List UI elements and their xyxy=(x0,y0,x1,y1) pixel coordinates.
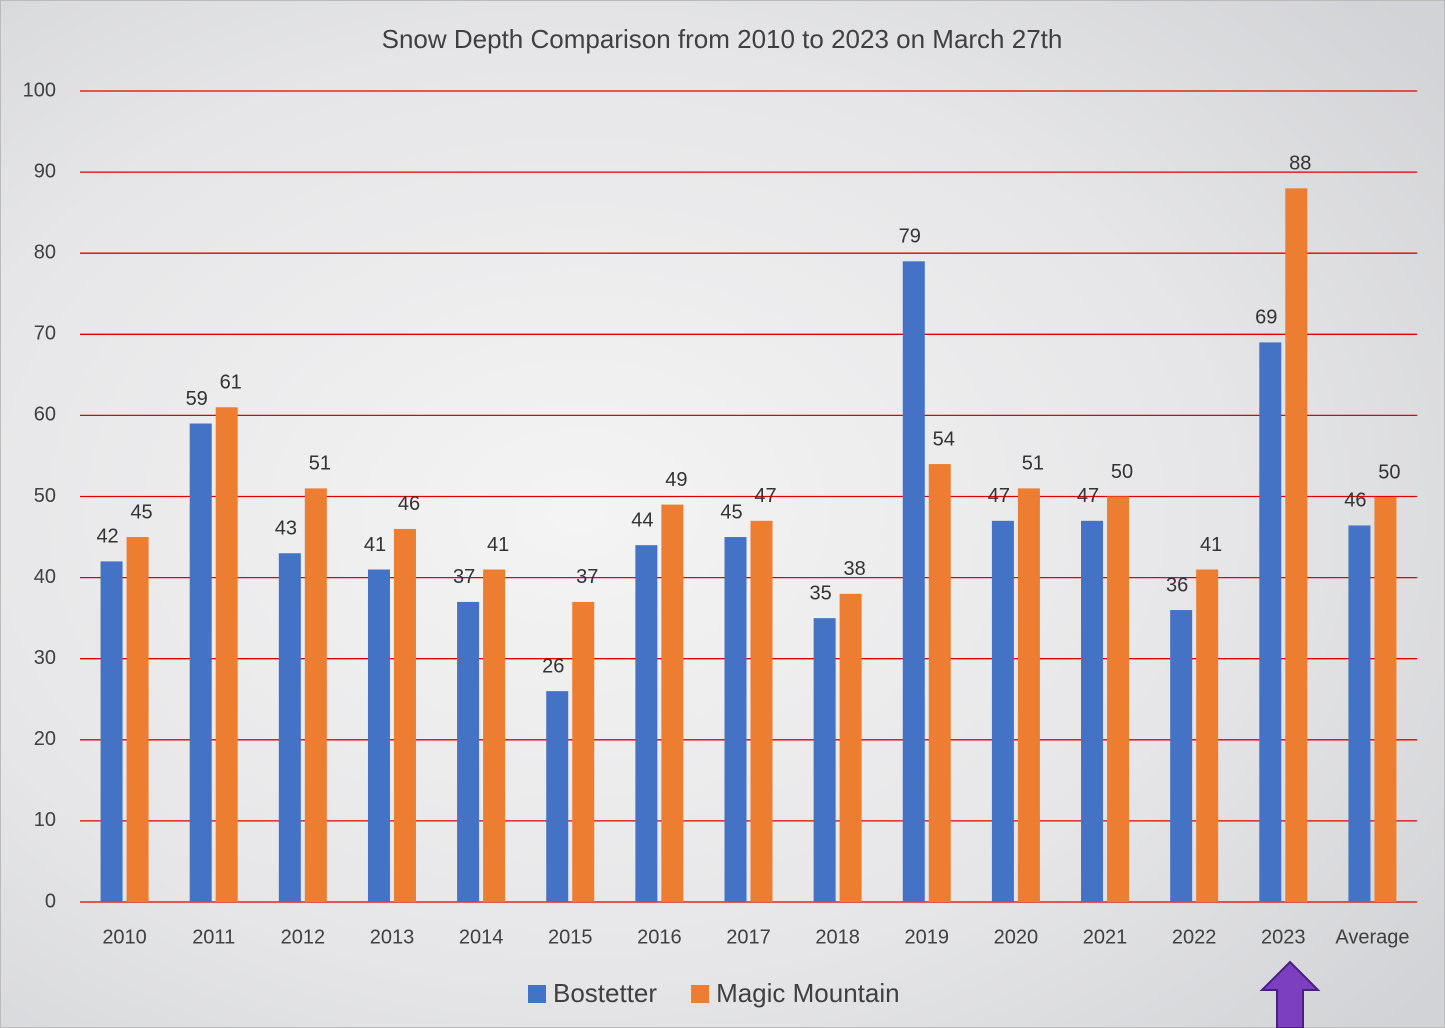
bar xyxy=(751,521,773,902)
bar xyxy=(635,545,657,902)
data-label: 47 xyxy=(988,485,1010,507)
bar xyxy=(457,602,479,902)
bar xyxy=(840,594,862,902)
data-label: 88 xyxy=(1289,153,1311,175)
y-tick-label: 50 xyxy=(34,485,56,507)
bar xyxy=(929,464,951,902)
x-tick-label: 2018 xyxy=(815,926,860,948)
chart: Snow Depth Comparison from 2010 to 2023 … xyxy=(0,0,1445,1028)
y-tick-label: 80 xyxy=(34,241,56,263)
bar xyxy=(661,505,683,902)
bar xyxy=(279,553,301,902)
bar xyxy=(190,424,212,902)
x-tick-label: 2015 xyxy=(548,926,593,948)
x-tick-label: 2010 xyxy=(102,926,147,948)
data-label: 47 xyxy=(754,485,776,507)
legend-swatch xyxy=(528,985,546,1003)
data-label: 50 xyxy=(1378,461,1400,483)
data-label: 79 xyxy=(899,226,921,248)
bar xyxy=(814,618,836,902)
bar xyxy=(1259,342,1281,902)
data-label: 54 xyxy=(933,428,955,450)
bar xyxy=(483,569,505,902)
bar xyxy=(572,602,594,902)
y-tick-label: 60 xyxy=(34,404,56,426)
bar xyxy=(101,561,123,902)
data-label: 44 xyxy=(631,509,653,531)
data-label: 45 xyxy=(720,501,742,523)
bar xyxy=(725,537,747,902)
data-label: 38 xyxy=(844,558,866,580)
bar xyxy=(305,488,327,902)
legend-label: Bostetter xyxy=(553,978,657,1008)
y-tick-label: 40 xyxy=(34,566,56,588)
y-tick-label: 100 xyxy=(23,79,56,101)
bar xyxy=(1018,488,1040,902)
bar xyxy=(1170,610,1192,902)
x-tick-label: 2022 xyxy=(1172,926,1217,948)
data-label: 51 xyxy=(309,453,331,475)
y-tick-label: 20 xyxy=(34,728,56,750)
data-label: 26 xyxy=(542,655,564,677)
data-label: 47 xyxy=(1077,485,1099,507)
y-tick-label: 30 xyxy=(34,647,56,669)
data-label: 61 xyxy=(220,372,242,394)
y-tick-label: 0 xyxy=(45,890,56,912)
data-label: 49 xyxy=(665,469,687,491)
x-tick-label: 2020 xyxy=(994,926,1039,948)
x-tick-label: 2017 xyxy=(726,926,771,948)
data-label: 35 xyxy=(810,582,832,604)
data-label: 37 xyxy=(576,566,598,588)
bar xyxy=(546,691,568,902)
x-tick-label: 2021 xyxy=(1083,926,1128,948)
bar xyxy=(368,569,390,902)
y-tick-label: 70 xyxy=(34,323,56,345)
data-label: 41 xyxy=(1200,534,1222,556)
legend-swatch xyxy=(691,985,709,1003)
data-label: 46 xyxy=(1344,490,1366,512)
data-label: 41 xyxy=(487,534,509,556)
data-label: 37 xyxy=(453,566,475,588)
bar xyxy=(1285,188,1307,902)
bar xyxy=(216,407,238,902)
x-tick-label: 2012 xyxy=(281,926,326,948)
x-tick-label: 2023 xyxy=(1261,926,1306,948)
x-tick-label: 2019 xyxy=(905,926,950,948)
data-label: 45 xyxy=(130,501,152,523)
bar xyxy=(394,529,416,902)
data-label: 46 xyxy=(398,493,420,515)
bar xyxy=(1107,497,1129,903)
x-tick-label: 2013 xyxy=(370,926,415,948)
data-label: 41 xyxy=(364,534,386,556)
y-tick-label: 90 xyxy=(34,160,56,182)
data-label: 51 xyxy=(1022,453,1044,475)
data-label: 50 xyxy=(1111,461,1133,483)
bar xyxy=(992,521,1014,902)
data-label: 69 xyxy=(1255,307,1277,329)
data-label: 43 xyxy=(275,518,297,540)
bar xyxy=(127,537,149,902)
bar xyxy=(903,261,925,902)
legend-label: Magic Mountain xyxy=(716,978,900,1008)
bar xyxy=(1081,521,1103,902)
bar xyxy=(1196,569,1218,902)
data-label: 36 xyxy=(1166,574,1188,596)
bar xyxy=(1348,525,1370,902)
x-tick-label: Average xyxy=(1335,926,1409,948)
data-label: 59 xyxy=(186,388,208,410)
bar xyxy=(1374,497,1396,902)
x-tick-label: 2016 xyxy=(637,926,682,948)
x-tick-label: 2011 xyxy=(192,926,235,948)
chart-title: Snow Depth Comparison from 2010 to 2023 … xyxy=(382,24,1063,54)
y-tick-label: 10 xyxy=(34,809,56,831)
data-label: 42 xyxy=(96,526,118,548)
x-tick-label: 2014 xyxy=(459,926,504,948)
